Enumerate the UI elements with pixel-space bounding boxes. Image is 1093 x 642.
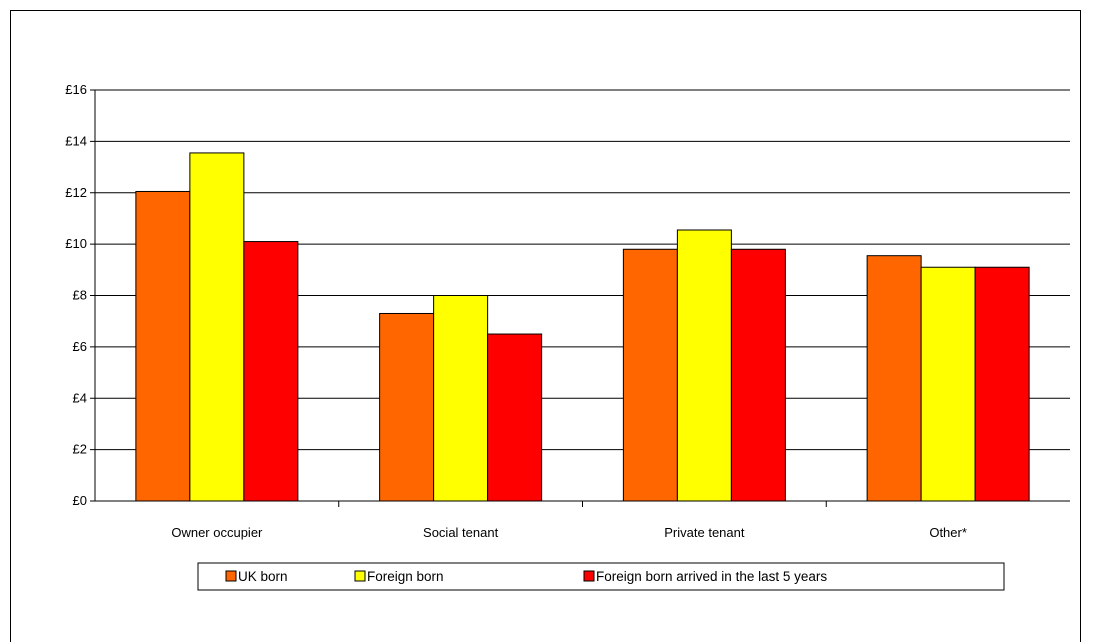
y-tick-label: £6 bbox=[73, 339, 87, 354]
bar bbox=[730, 248, 786, 502]
bar bbox=[135, 190, 191, 502]
x-tick-labels: Owner occupier Social tenant Private tenan… bbox=[171, 525, 967, 540]
bar bbox=[433, 295, 489, 502]
bar bbox=[622, 248, 678, 502]
x-tick-label: Private tenant bbox=[664, 525, 745, 540]
legend-swatch bbox=[354, 570, 366, 582]
x-tick-label: Other* bbox=[929, 525, 967, 540]
y-tick-label: £10 bbox=[65, 236, 87, 251]
bar bbox=[487, 333, 543, 502]
bar bbox=[676, 229, 732, 502]
bar bbox=[866, 255, 922, 502]
axes bbox=[90, 89, 1070, 507]
y-tick-labels: £0 £2 £4 £6 £8 £10 £12 £14 £16 bbox=[65, 82, 87, 508]
bar bbox=[243, 241, 299, 502]
legend-label: Foreign born arrived in the last 5 years bbox=[596, 569, 827, 584]
y-tick-label: £12 bbox=[65, 185, 87, 200]
y-tick-label: £16 bbox=[65, 82, 87, 97]
legend-swatch bbox=[583, 570, 595, 582]
y-tick-label: £14 bbox=[65, 133, 87, 148]
legend-border bbox=[197, 562, 1005, 591]
y-tick-label: £0 bbox=[73, 493, 87, 508]
x-tick-label: Social tenant bbox=[423, 525, 499, 540]
y-tick-label: £4 bbox=[73, 390, 87, 405]
y-tick-label: £8 bbox=[73, 288, 87, 303]
legend: UK born Foreign born Foreign born arrived … bbox=[197, 562, 1005, 591]
bar bbox=[379, 312, 435, 502]
bar bbox=[920, 266, 976, 502]
bar bbox=[974, 266, 1030, 502]
legend-label: Foreign born bbox=[367, 569, 444, 584]
legend-label: UK born bbox=[238, 569, 288, 584]
x-tick-label: Owner occupier bbox=[171, 525, 263, 540]
bars bbox=[135, 152, 1030, 502]
legend-swatch bbox=[225, 570, 237, 582]
bar bbox=[189, 152, 245, 502]
y-tick-label: £2 bbox=[73, 442, 87, 457]
